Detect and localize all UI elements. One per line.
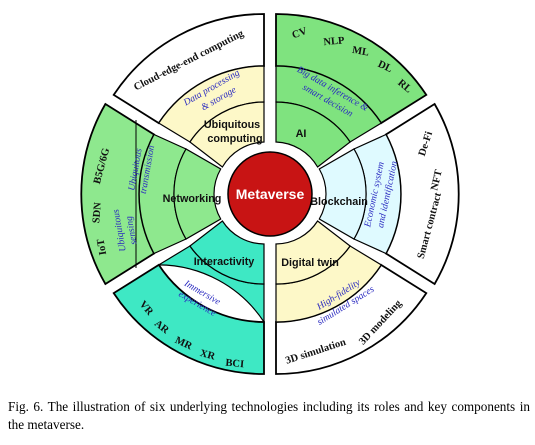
interactivity-inner-label: Interactivity [194, 256, 255, 268]
sector-interactivity: VR AR MR XR BCI Immersive experience Int… [112, 220, 265, 375]
ai-outer-label-1: CV [291, 26, 309, 42]
metaverse-diagram: CV NLP ML DL RL Big data inference & sma… [80, 13, 460, 375]
blockchain-outer-label-1: NFT [429, 169, 444, 192]
ubiquitous-computing-inner-label-1: Ubiquitous [204, 119, 260, 131]
center-hub: Metaverse [227, 151, 313, 237]
blockchain-inner-label: Blockchain [310, 196, 368, 208]
interactivity-outer-label-5: BCI [225, 358, 245, 371]
sector-networking: B5G/6G SDN IoT Ubiquitous transmission U… [80, 102, 222, 286]
sector-digital-twin: 3D modeling 3D simulation High-fidelity … [275, 220, 428, 375]
ubiquitous-computing-inner-label-2: computing [207, 133, 262, 145]
networking-outer-label-3: IoT [96, 238, 110, 256]
ai-outer-label-3: ML [351, 45, 370, 59]
sector-blockchain: NFT De-Fi Smart contract Economic system… [310, 102, 460, 286]
center-label: Metaverse [236, 186, 305, 202]
digital-twin-inner-label: Digital twin [281, 257, 339, 269]
networking-outer-label-2: SDN [91, 201, 104, 223]
sector-ubiquitous-computing: Cloud-edge-end computing Data processing… [112, 13, 265, 168]
networking-middle-label-4: sensing [124, 215, 140, 245]
interactivity-outer-label-4: XR [199, 348, 217, 363]
networking-inner-label: Networking [163, 193, 222, 205]
sector-ai: CV NLP ML DL RL Big data inference & sma… [275, 13, 428, 168]
ai-outer-label-2: NLP [323, 35, 345, 48]
figure-caption: Fig. 6. The illustration of six underlyi… [8, 399, 530, 432]
ai-inner-label: AI [296, 128, 307, 140]
